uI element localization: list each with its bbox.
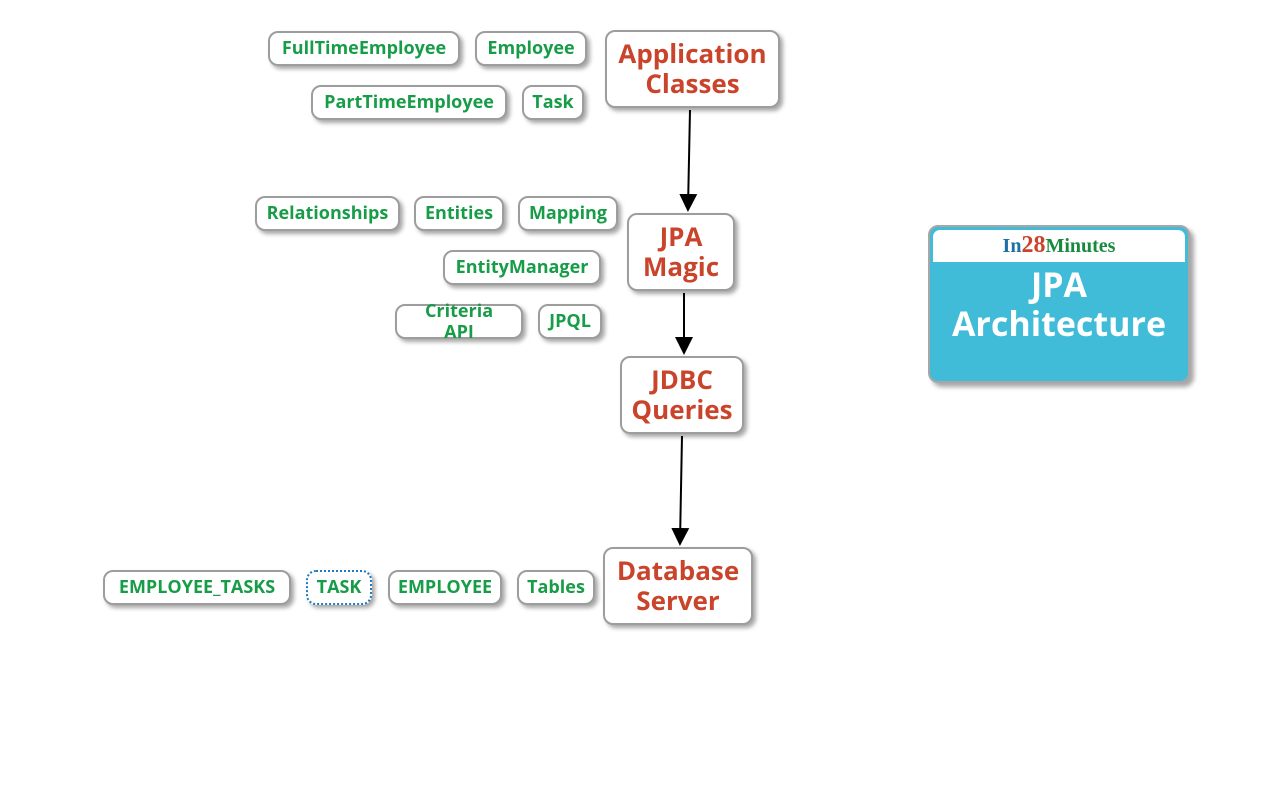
node-application-classes[interactable]: ApplicationClasses <box>605 30 780 108</box>
node-jdbc-queries[interactable]: JDBCQueries <box>620 356 744 434</box>
sub-relationships[interactable]: Relationships <box>255 196 400 231</box>
sub-fulltime-employee[interactable]: FullTimeEmployee <box>268 31 460 66</box>
sub-label: Tables <box>527 577 585 598</box>
node-database-server[interactable]: DatabaseServer <box>603 547 753 625</box>
sub-task-table[interactable]: TASK <box>306 570 372 605</box>
sub-mapping[interactable]: Mapping <box>518 196 618 231</box>
title-card: In28Minutes JPA Architecture <box>928 225 1190 383</box>
sub-parttime-employee[interactable]: PartTimeEmployee <box>311 85 507 120</box>
brand-in: In <box>1003 235 1022 257</box>
sub-label: EMPLOYEE_TASKS <box>119 577 275 598</box>
sub-label: Relationships <box>267 203 389 224</box>
node-label: JDBCQueries <box>631 365 732 425</box>
sub-label: Employee <box>487 38 574 59</box>
sub-label: Criteria API <box>408 301 510 342</box>
node-label: DatabaseServer <box>617 556 739 616</box>
sub-label: TASK <box>317 577 362 598</box>
sub-label: PartTimeEmployee <box>324 92 494 113</box>
title-line1: JPA <box>930 265 1188 304</box>
node-label: ApplicationClasses <box>618 39 766 99</box>
sub-label: Mapping <box>529 203 607 224</box>
sub-tables[interactable]: Tables <box>517 570 595 605</box>
sub-jpql[interactable]: JPQL <box>538 304 602 339</box>
title-line2: Architecture <box>930 304 1188 343</box>
node-jpa-magic[interactable]: JPAMagic <box>627 213 735 291</box>
sub-employee-tasks[interactable]: EMPLOYEE_TASKS <box>103 570 291 605</box>
sub-label: FullTimeEmployee <box>282 38 446 59</box>
brand-minutes: Minutes <box>1045 235 1115 257</box>
sub-criteria-api[interactable]: Criteria API <box>395 304 523 339</box>
sub-label: EMPLOYEE <box>398 577 492 598</box>
sub-entities[interactable]: Entities <box>414 196 504 231</box>
sub-employee[interactable]: Employee <box>475 31 587 66</box>
sub-label: JPQL <box>549 311 591 332</box>
sub-label: Task <box>532 92 573 113</box>
sub-label: Entities <box>425 203 493 224</box>
sub-task[interactable]: Task <box>522 85 584 120</box>
sub-entitymanager[interactable]: EntityManager <box>443 250 601 285</box>
brand-logo: In28Minutes <box>933 230 1185 262</box>
sub-employee-table[interactable]: EMPLOYEE <box>388 570 502 605</box>
brand-28: 28 <box>1021 232 1045 258</box>
sub-label: EntityManager <box>456 257 589 278</box>
node-label: JPAMagic <box>643 222 719 282</box>
